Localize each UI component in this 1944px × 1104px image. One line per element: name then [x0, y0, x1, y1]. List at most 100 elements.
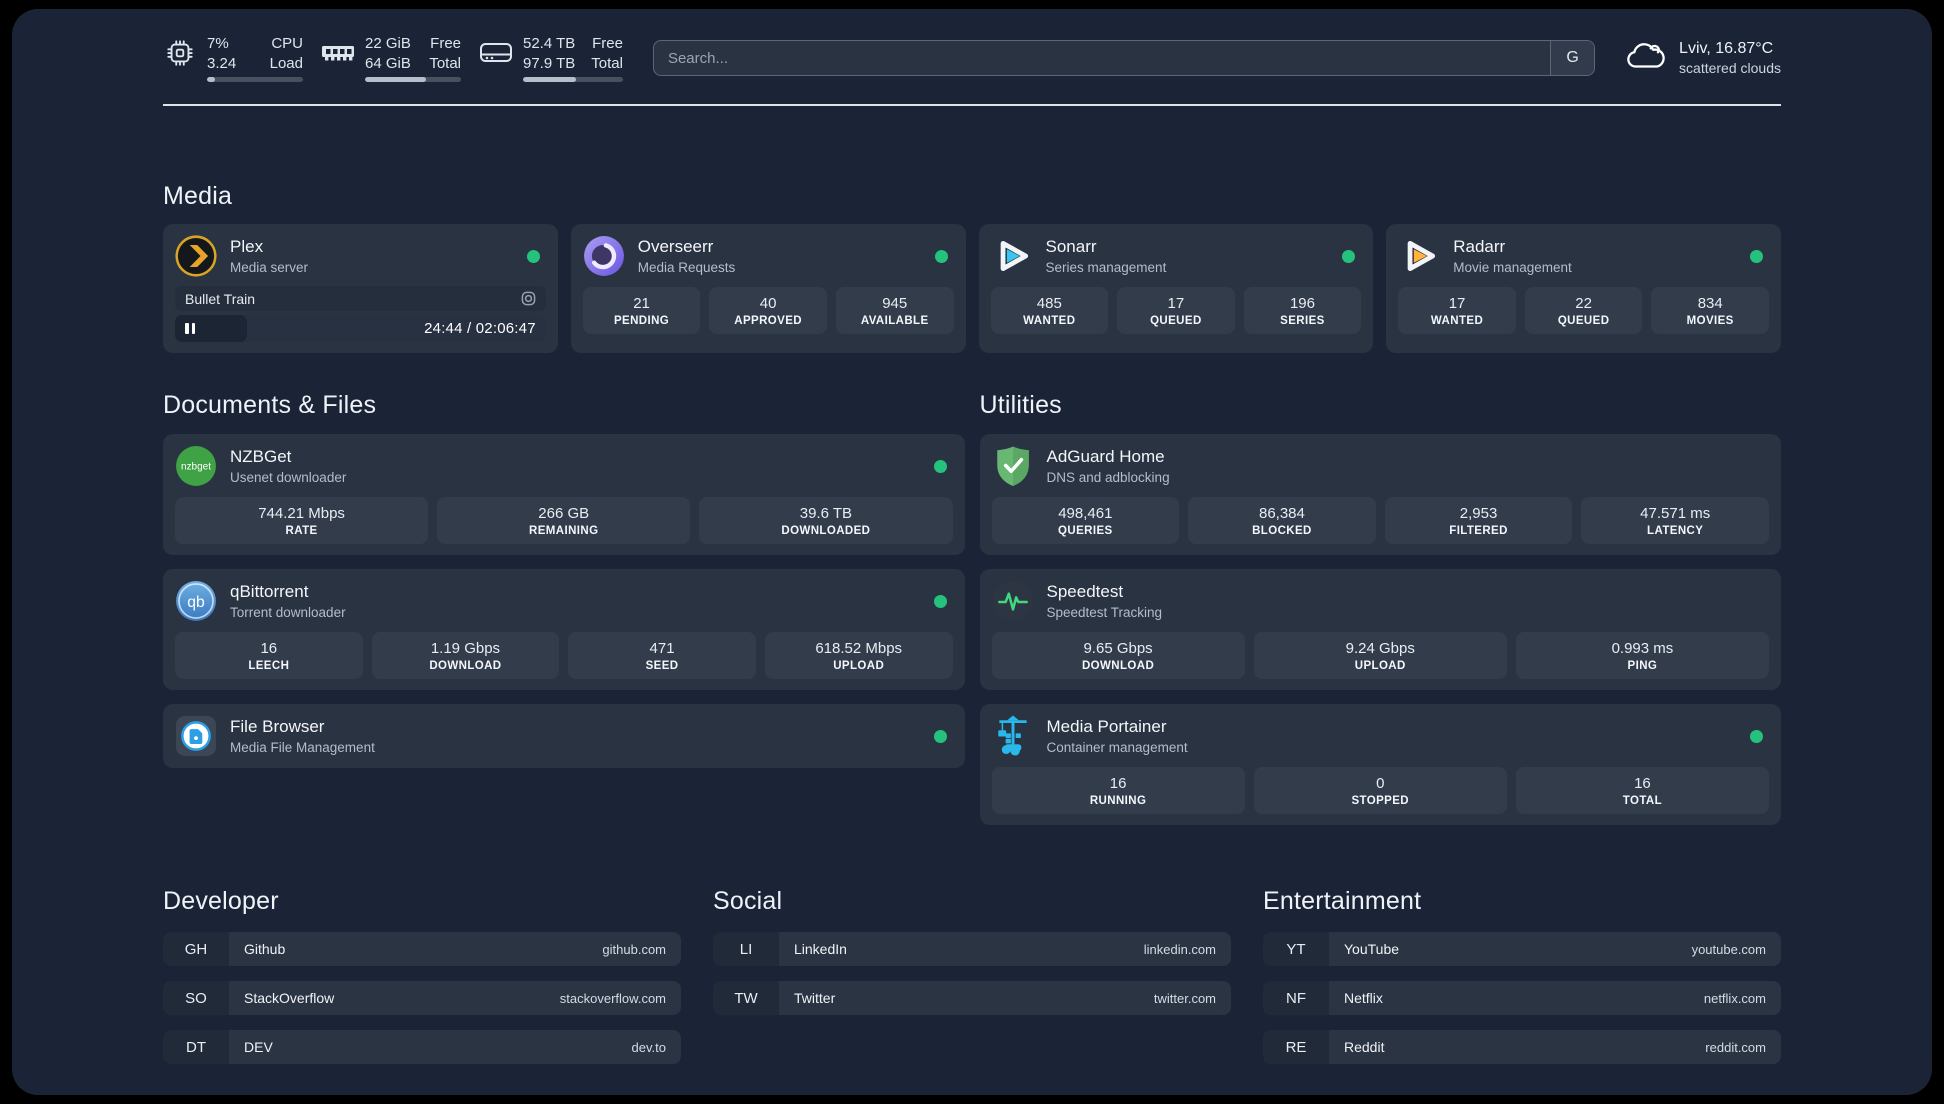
bookmark-stackoverflow[interactable]: SO StackOverflow stackoverflow.com: [163, 981, 681, 1015]
bookmark-netflix[interactable]: NF Netflix netflix.com: [1263, 981, 1781, 1015]
bookmark-youtube[interactable]: YT YouTube youtube.com: [1263, 932, 1781, 966]
stat-value: 86,384: [1258, 504, 1305, 522]
stat-label: AVAILABLE: [860, 314, 929, 327]
pause-icon[interactable]: [185, 323, 195, 334]
bookmark-url: stackoverflow.com: [559, 990, 666, 1006]
stat-value: 0.993 ms: [1611, 639, 1674, 657]
service-card-nzbget[interactable]: nzbget NZBGet Usenet downloader 744.21 M…: [163, 434, 965, 555]
stat-label: DOWNLOADED: [781, 524, 871, 537]
entertainment-section-title: Entertainment: [1263, 887, 1422, 915]
cpu-load-value: 3.24: [207, 54, 237, 72]
service-card-qbittorrent[interactable]: qb qBittorrent Torrent downloader 16 LEE…: [163, 569, 965, 690]
cloud-icon: [1625, 40, 1667, 77]
service-card-filebrowser[interactable]: File Browser Media File Management: [163, 704, 965, 768]
weather-condition: scattered clouds: [1679, 60, 1781, 76]
disk-total-label: Total: [591, 54, 623, 72]
service-card-overseerr[interactable]: Overseerr Media Requests 21 PENDING 40 A…: [570, 224, 966, 353]
stat-download: 9.65 Gbps DOWNLOAD: [991, 632, 1245, 679]
bookmark-name: YouTube: [1344, 941, 1400, 957]
bookmark-url: netflix.com: [1703, 990, 1766, 1006]
service-card-portainer[interactable]: Media Portainer Container management 16 …: [979, 704, 1781, 825]
stat-label: BLOCKED: [1252, 524, 1312, 537]
disk-free-label: Free: [592, 35, 623, 52]
filebrowser-icon: [175, 715, 217, 757]
service-card-adguard[interactable]: AdGuard Home DNS and adblocking 498,461 …: [979, 434, 1781, 555]
stat-value: 16: [1634, 774, 1651, 792]
bookmark-abbr: RE: [1263, 1030, 1329, 1064]
stat-label: STOPPED: [1351, 794, 1410, 807]
disk-monitor-body: 52.4 TB 97.9 TB Free Total: [523, 34, 623, 82]
stat-upload: 618.52 Mbps UPLOAD: [764, 632, 953, 679]
stat-approved: 40 APPROVED: [709, 287, 827, 334]
bookmark-abbr: GH: [163, 932, 229, 966]
service-card-radarr[interactable]: Radarr Movie management 17 WANTED 22 QUE…: [1386, 224, 1781, 353]
disk-progress-track: [523, 77, 623, 82]
bookmark-abbr: NF: [1263, 981, 1329, 1015]
service-card-plex[interactable]: Plex Media server Bullet Train: [163, 224, 558, 353]
stat-download: 1.19 Gbps DOWNLOAD: [371, 632, 560, 679]
service-name: File Browser: [230, 717, 325, 736]
bookmark-linkedin[interactable]: LI LinkedIn linkedin.com: [713, 932, 1231, 966]
stat-label: WANTED: [1023, 314, 1076, 327]
stat-pending: 21 PENDING: [582, 287, 701, 334]
stat-queued: 22 QUEUED: [1524, 287, 1643, 334]
section-utilities: Utilities AdGuard Home DNS and adblockin…: [979, 391, 1781, 825]
portainer-crane-icon: [992, 715, 1034, 757]
ram-free-label: Free: [430, 35, 461, 52]
bookmark-name: Reddit: [1344, 1039, 1385, 1055]
cpu-progress-fill: [207, 77, 215, 82]
bookmark-twitter[interactable]: TW Twitter twitter.com: [713, 981, 1231, 1015]
search-provider-button[interactable]: G: [1550, 41, 1595, 75]
stat-value: 196: [1289, 294, 1315, 312]
media-section-title: Media: [163, 182, 233, 210]
service-name: Sonarr: [1045, 237, 1097, 256]
service-card-speedtest[interactable]: Speedtest Speedtest Tracking 9.65 Gbps D…: [979, 569, 1781, 690]
media-card-row: Plex Media server Bullet Train: [163, 224, 1781, 353]
status-dot: [934, 249, 948, 263]
service-name: Speedtest: [1046, 582, 1124, 601]
stat-label: REMAINING: [529, 524, 599, 537]
bookmark-abbr: TW: [713, 981, 779, 1015]
cpu-monitor-body: 7% 3.24 CPU Load: [207, 34, 303, 82]
resource-monitors: 7% 3.24 CPU Load: [163, 34, 623, 82]
overseerr-icon: [583, 235, 625, 277]
status-dot: [933, 729, 947, 743]
stat-wanted: 17 WANTED: [1398, 287, 1516, 334]
developer-section-title: Developer: [163, 887, 279, 915]
bookmark-github[interactable]: GH Github github.com: [163, 932, 681, 966]
bookmark-dev[interactable]: DT DEV dev.to: [163, 1030, 681, 1064]
service-name: qBittorrent: [230, 582, 309, 601]
bookmark-name: LinkedIn: [794, 941, 847, 957]
stat-label: SEED: [645, 659, 679, 672]
service-desc: Media Requests: [637, 260, 736, 275]
stat-label: RATE: [285, 524, 318, 537]
stat-label: QUEUED: [1557, 314, 1610, 327]
bookmark-name: Twitter: [794, 990, 836, 1006]
bookmark-reddit[interactable]: RE Reddit reddit.com: [1263, 1030, 1781, 1064]
stat-label: TOTAL: [1622, 794, 1663, 807]
ram-progress-fill: [365, 77, 427, 82]
stat-value: 945: [882, 294, 908, 312]
bookmark-url: github.com: [602, 941, 666, 957]
service-name: Radarr: [1453, 237, 1506, 256]
stat-label: UPLOAD: [1354, 659, 1406, 672]
service-desc: Media File Management: [230, 740, 375, 755]
weather-text: Lviv, 16.87°C scattered clouds: [1679, 40, 1781, 76]
stat-label: DOWNLOAD: [429, 659, 502, 672]
disk-drive-icon: [479, 38, 513, 68]
stat-downloaded: 39.6 TB DOWNLOADED: [699, 497, 953, 544]
stat-ping: 0.993 ms PING: [1515, 632, 1769, 679]
service-card-sonarr[interactable]: Sonarr Series management 485 WANTED 17 Q…: [978, 224, 1374, 353]
topbar-divider: [163, 104, 1781, 106]
bookmark-abbr: LI: [713, 932, 779, 966]
bookmark-abbr: YT: [1263, 932, 1329, 966]
service-desc: Series management: [1045, 260, 1167, 275]
status-dot: [1342, 249, 1356, 263]
service-desc: Media server: [230, 260, 309, 275]
stat-label: RUNNING: [1089, 794, 1147, 807]
ram-monitor-body: 22 GiB 64 GiB Free Total: [365, 34, 461, 82]
search-input[interactable]: [653, 41, 1551, 75]
playback-progress-bar: 24:44 / 02:06:47: [175, 315, 546, 342]
plex-icon: [175, 235, 217, 277]
ram-total-label: Total: [429, 54, 461, 72]
